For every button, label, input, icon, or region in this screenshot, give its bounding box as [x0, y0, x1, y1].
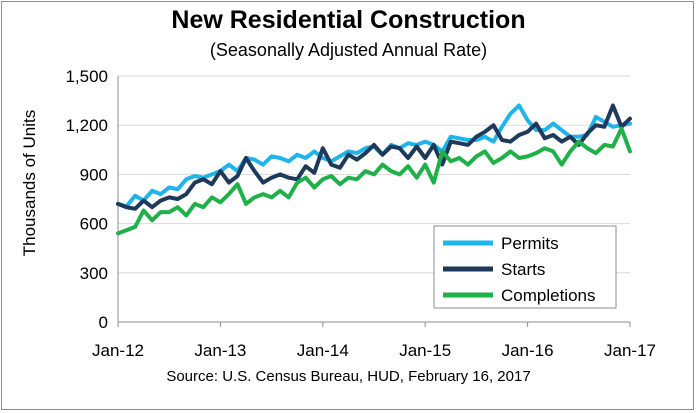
series-line-permits — [116, 103, 632, 209]
x-tick-label: Jan-14 — [297, 341, 349, 360]
legend-label-permits: Permits — [501, 234, 559, 253]
series-line-starts — [116, 103, 632, 211]
x-tick-labels: Jan-12 Jan-13 Jan-14 Jan-15 Jan-16 Jan-17 — [92, 341, 656, 360]
x-tick-label: Jan-16 — [502, 341, 554, 360]
y-axis-label: Thousands of Units — [20, 110, 39, 256]
y-tick-label: 300 — [80, 264, 108, 283]
series-line-completions — [116, 126, 632, 236]
y-tick-labels: 0 300 600 900 1,200 1,500 — [65, 67, 108, 332]
legend-label-starts: Starts — [501, 260, 545, 279]
y-tick-label: 1,500 — [65, 67, 108, 86]
x-tick-label: Jan-17 — [604, 341, 656, 360]
axes — [117, 76, 631, 327]
legend: Permits Starts Completions — [433, 225, 617, 309]
x-tick-label: Jan-12 — [92, 341, 144, 360]
chart-title: New Residential Construction — [171, 6, 526, 34]
legend-label-completions: Completions — [501, 286, 596, 305]
y-tick-label: 900 — [80, 165, 108, 184]
chart-source: Source: U.S. Census Bureau, HUD, Februar… — [166, 368, 531, 385]
series-lines — [116, 103, 632, 236]
chart-subtitle: (Seasonally Adjusted Annual Rate) — [209, 40, 488, 60]
y-tick-label: 600 — [80, 215, 108, 234]
x-tick-label: Jan-13 — [194, 341, 246, 360]
y-tick-label: 1,200 — [65, 116, 108, 135]
y-tick-label: 0 — [99, 313, 108, 332]
x-tick-label: Jan-15 — [399, 341, 451, 360]
